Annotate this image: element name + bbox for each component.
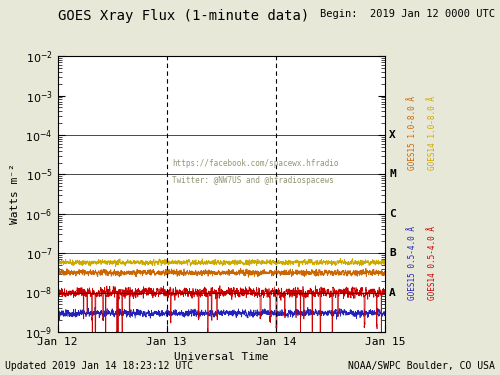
Text: C: C [389,209,396,219]
Text: Updated 2019 Jan 14 18:23:12 UTC: Updated 2019 Jan 14 18:23:12 UTC [5,361,193,371]
Y-axis label: Watts m⁻²: Watts m⁻² [10,164,20,224]
Text: Begin:  2019 Jan 12 0000 UTC: Begin: 2019 Jan 12 0000 UTC [320,9,495,20]
Text: GOES14 1.0-8.0 Å: GOES14 1.0-8.0 Å [428,96,437,170]
Text: A: A [389,288,396,297]
Text: Twitter: @NW7US and @hfradiospacews: Twitter: @NW7US and @hfradiospacews [172,176,334,185]
Text: GOES14 0.5-4.0 Å: GOES14 0.5-4.0 Å [428,226,437,300]
Text: GOES15 0.5-4.0 Å: GOES15 0.5-4.0 Å [408,226,417,300]
Text: GOES Xray Flux (1-minute data): GOES Xray Flux (1-minute data) [58,9,309,23]
X-axis label: Universal Time: Universal Time [174,352,268,362]
Text: GOES15 1.0-8.0 Å: GOES15 1.0-8.0 Å [408,96,417,170]
Text: X: X [389,130,396,140]
Text: B: B [389,248,396,258]
Text: https://facebook.com/spacewx.hfradio: https://facebook.com/spacewx.hfradio [172,159,338,168]
Text: M: M [389,170,396,179]
Text: NOAA/SWPC Boulder, CO USA: NOAA/SWPC Boulder, CO USA [348,361,495,371]
